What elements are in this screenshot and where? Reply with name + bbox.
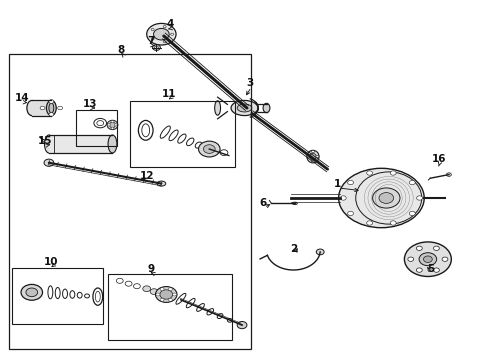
- Circle shape: [441, 257, 447, 261]
- Circle shape: [311, 161, 314, 163]
- Bar: [32, 100, 51, 116]
- Bar: [129, 101, 234, 167]
- Circle shape: [21, 284, 42, 300]
- Ellipse shape: [46, 100, 56, 116]
- Circle shape: [160, 298, 163, 301]
- Text: 10: 10: [44, 257, 59, 267]
- Text: 9: 9: [147, 264, 154, 274]
- Text: 1: 1: [333, 179, 340, 189]
- Circle shape: [152, 45, 160, 50]
- Circle shape: [114, 124, 117, 126]
- Circle shape: [446, 173, 450, 176]
- Text: 12: 12: [139, 171, 154, 181]
- Circle shape: [170, 33, 173, 35]
- Circle shape: [389, 221, 395, 225]
- Text: 16: 16: [430, 154, 445, 164]
- Bar: [76, 110, 117, 146]
- Circle shape: [306, 156, 309, 158]
- Text: 5: 5: [427, 264, 434, 274]
- Text: 14: 14: [15, 93, 29, 103]
- Ellipse shape: [49, 103, 54, 113]
- Circle shape: [316, 249, 324, 255]
- Ellipse shape: [292, 202, 297, 204]
- Circle shape: [432, 246, 439, 251]
- Circle shape: [347, 211, 353, 216]
- Circle shape: [49, 100, 54, 103]
- Ellipse shape: [157, 181, 165, 186]
- Circle shape: [366, 171, 372, 175]
- Circle shape: [155, 287, 177, 302]
- Circle shape: [40, 106, 45, 110]
- Circle shape: [58, 106, 62, 110]
- Circle shape: [347, 180, 353, 185]
- Circle shape: [153, 28, 169, 40]
- Circle shape: [389, 171, 395, 175]
- Circle shape: [416, 246, 422, 251]
- Ellipse shape: [231, 100, 258, 116]
- Circle shape: [432, 268, 439, 272]
- Ellipse shape: [306, 150, 319, 163]
- Circle shape: [415, 268, 422, 272]
- Circle shape: [366, 221, 372, 225]
- Circle shape: [407, 257, 413, 261]
- Circle shape: [372, 188, 399, 208]
- Ellipse shape: [309, 153, 315, 160]
- Circle shape: [423, 256, 431, 262]
- Ellipse shape: [214, 101, 220, 115]
- Circle shape: [160, 290, 172, 299]
- Ellipse shape: [263, 103, 269, 113]
- Bar: [49, 135, 112, 153]
- Circle shape: [150, 289, 158, 294]
- Circle shape: [111, 127, 114, 129]
- Bar: [9, 54, 250, 349]
- Circle shape: [146, 23, 176, 45]
- Circle shape: [168, 288, 172, 291]
- Circle shape: [340, 196, 346, 200]
- Bar: [12, 268, 102, 324]
- Ellipse shape: [27, 100, 37, 116]
- Text: 4: 4: [166, 19, 174, 29]
- Text: 11: 11: [161, 89, 176, 99]
- Circle shape: [49, 113, 54, 116]
- Circle shape: [168, 298, 172, 301]
- Circle shape: [142, 286, 150, 292]
- Ellipse shape: [44, 135, 53, 153]
- Text: 15: 15: [38, 136, 53, 146]
- Circle shape: [418, 253, 436, 266]
- Circle shape: [44, 159, 54, 166]
- Circle shape: [172, 293, 176, 296]
- Circle shape: [203, 145, 215, 153]
- Circle shape: [111, 121, 114, 123]
- Circle shape: [378, 193, 393, 203]
- Circle shape: [26, 288, 38, 297]
- Ellipse shape: [109, 122, 115, 128]
- Circle shape: [163, 41, 166, 43]
- Circle shape: [416, 196, 422, 200]
- Circle shape: [311, 150, 314, 153]
- Ellipse shape: [237, 104, 251, 112]
- Circle shape: [151, 28, 154, 31]
- Ellipse shape: [107, 120, 118, 130]
- Circle shape: [404, 242, 450, 276]
- Circle shape: [198, 141, 220, 157]
- Text: 7: 7: [146, 36, 154, 46]
- Ellipse shape: [108, 135, 117, 153]
- Ellipse shape: [338, 168, 424, 228]
- Circle shape: [160, 288, 163, 291]
- Text: 8: 8: [118, 45, 124, 55]
- Text: 2: 2: [289, 244, 296, 254]
- Text: 13: 13: [83, 99, 98, 109]
- Circle shape: [156, 293, 160, 296]
- Circle shape: [163, 26, 166, 28]
- Circle shape: [315, 156, 318, 158]
- Circle shape: [408, 211, 414, 216]
- Circle shape: [107, 124, 110, 126]
- Circle shape: [151, 38, 154, 40]
- Circle shape: [408, 180, 414, 185]
- Bar: [107, 274, 232, 340]
- Text: 6: 6: [259, 198, 266, 208]
- Circle shape: [237, 321, 246, 329]
- Text: 3: 3: [246, 78, 253, 88]
